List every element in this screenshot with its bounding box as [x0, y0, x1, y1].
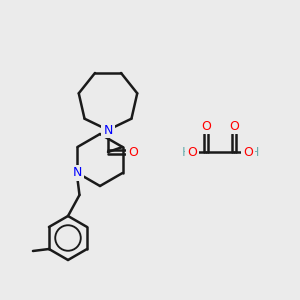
Text: O: O — [128, 146, 138, 158]
Text: H: H — [181, 146, 191, 158]
Text: N: N — [73, 167, 82, 179]
Text: H: H — [249, 146, 259, 158]
Text: O: O — [229, 119, 239, 133]
Text: N: N — [103, 124, 113, 136]
Text: O: O — [201, 119, 211, 133]
Text: O: O — [187, 146, 197, 158]
Text: O: O — [243, 146, 253, 158]
